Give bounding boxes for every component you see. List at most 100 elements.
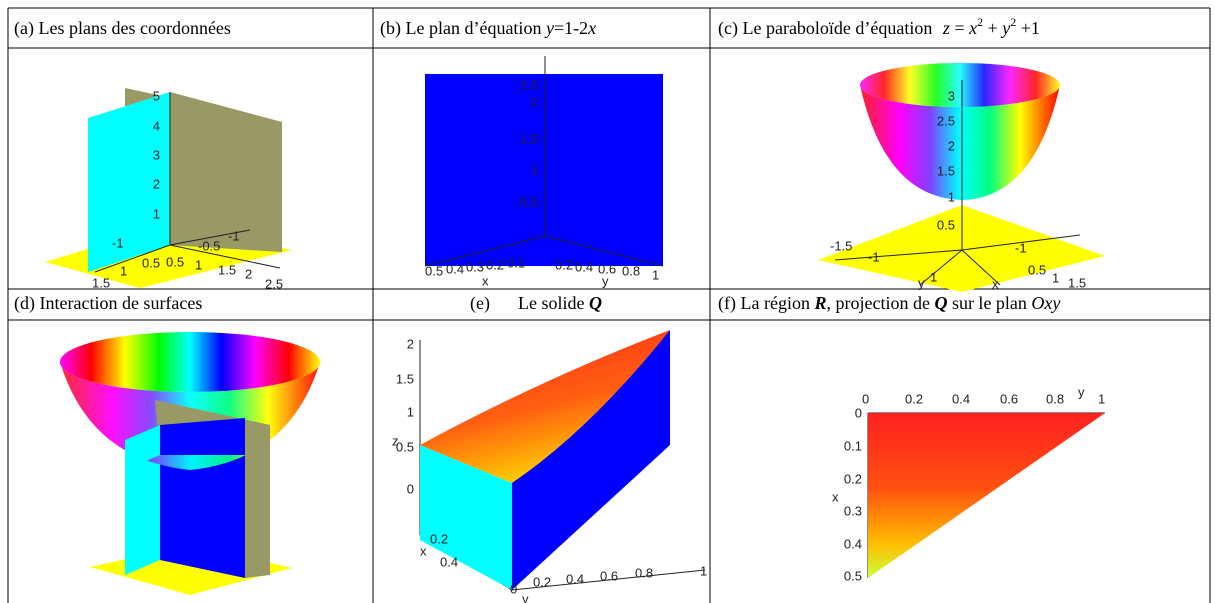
tick-label: 1 <box>700 563 707 578</box>
surface-inside <box>860 63 1060 107</box>
surface-inside <box>60 332 320 392</box>
caption: (c) Le paraboloïde d’équation z = x2 + y… <box>718 15 1040 39</box>
tick-label: 0.2 <box>430 531 448 546</box>
tick-label: 1.5 <box>92 275 110 290</box>
tick-label: -1 <box>112 235 124 250</box>
caption: (d) Interaction de surfaces <box>14 293 202 314</box>
tick-label: -1 <box>1015 240 1027 255</box>
caption-math: Q <box>589 293 602 313</box>
tick-label: 0.5 <box>844 568 862 583</box>
tick-label: 0.5 <box>142 255 160 270</box>
tick-label: y <box>1078 384 1085 399</box>
tick-label: 1.5 <box>396 371 414 386</box>
tick-label: 0.1 <box>844 438 862 453</box>
tick-label: 0.5 <box>425 263 443 278</box>
tick-label: 3 <box>153 147 160 162</box>
tick-label: 2 <box>245 266 252 281</box>
tick-label: -1.5 <box>830 238 852 253</box>
caption-math: =1-2 <box>554 18 588 38</box>
caption-text: (c) Le paraboloïde d’équation <box>718 18 937 39</box>
tick-label: 0 <box>855 405 862 420</box>
plot-f <box>867 412 1105 578</box>
tick-label: 0.5 <box>520 194 538 209</box>
tick-label: 0.2 <box>905 391 923 406</box>
caption-math: + <box>983 18 1002 38</box>
surface <box>860 85 1060 200</box>
tick-label: -1 <box>868 249 880 264</box>
plot-e <box>419 330 706 591</box>
tick-label: 0.5 <box>166 254 184 269</box>
tick-label: y <box>918 275 925 290</box>
tick-label: x <box>992 276 999 291</box>
caption-math: Oxy <box>1031 293 1060 313</box>
tick-label: -1 <box>228 228 240 243</box>
plane <box>125 425 160 470</box>
caption: (a) Les plans des coordonnées <box>14 18 231 39</box>
plane <box>160 418 245 455</box>
tick-label: 0.2 <box>533 574 551 589</box>
tick-label: y <box>522 591 529 603</box>
table-grid <box>7 7 1211 603</box>
caption-math: 2 <box>1010 15 1016 29</box>
plot-b <box>424 56 664 267</box>
caption-text: (b) Le plan d’équation <box>380 18 546 39</box>
tick-label: 2 <box>153 176 160 191</box>
tick-label: 0 <box>510 581 517 596</box>
tick-label: x <box>420 543 427 558</box>
caption-math: R <box>813 293 826 313</box>
tick-label: y <box>602 273 609 288</box>
tick-label: 1 <box>948 189 955 204</box>
tick-label: 0.8 <box>1046 391 1064 406</box>
tick-label: 1.5 <box>1068 275 1086 290</box>
tick-label: 2 <box>948 138 955 153</box>
plane <box>425 74 663 266</box>
tick-label: 0.5 <box>1028 262 1046 277</box>
tick-label: 1 <box>195 257 202 272</box>
axis <box>424 56 664 267</box>
tick-label: 0.3 <box>844 503 862 518</box>
tick-label: 4 <box>153 118 160 133</box>
tick-label: 0.6 <box>600 568 618 583</box>
tick-label: 1 <box>407 404 414 419</box>
tick-label: 0.4 <box>446 261 464 276</box>
axis <box>834 80 1081 286</box>
tick-label: 1 <box>153 206 160 221</box>
tick-label: 0.6 <box>598 261 616 276</box>
tick-label: 0.4 <box>566 571 584 586</box>
tick-label: 0.5 <box>937 217 955 232</box>
caption-math: y <box>1000 18 1010 38</box>
caption-math: = <box>950 18 969 38</box>
tick-label: 1 <box>531 162 538 177</box>
tick-label: 0.4 <box>575 259 593 274</box>
caption-math: +1 <box>1016 18 1040 38</box>
caption-math: 2 <box>977 15 983 29</box>
tick-label: 0.4 <box>844 536 862 551</box>
tick-label: z <box>392 433 399 448</box>
tick-label: 1 <box>120 263 127 278</box>
tick-label: 1 <box>930 269 937 284</box>
tick-label: 0.2 <box>844 471 862 486</box>
plot-c <box>818 63 1105 292</box>
tick-label: 1 <box>1052 270 1059 285</box>
tick-label: 2 <box>531 94 538 109</box>
tick-label: 2.5 <box>937 113 955 128</box>
tick-label: 0.5 <box>396 439 414 454</box>
region <box>868 413 1105 578</box>
tick-label: 0.8 <box>635 565 653 580</box>
tick-label: 0.6 <box>1000 391 1018 406</box>
face <box>420 445 512 590</box>
tick-label: 5 <box>153 88 160 103</box>
caption-math: Q <box>934 293 947 313</box>
tick-label: 3 <box>948 88 955 103</box>
tick-label: 0.2 <box>555 257 573 272</box>
tick-label: 2.5 <box>520 77 538 92</box>
tick-label: 2 <box>407 336 414 351</box>
tick-label: 0.4 <box>440 554 458 569</box>
caption-text: (f) La région <box>718 293 814 314</box>
caption-math: x <box>968 18 977 38</box>
caption-text: , projection de <box>826 293 934 313</box>
caption: (b) Le plan d’équation y=1-2x <box>380 18 596 39</box>
axis <box>94 92 281 273</box>
tick-label: x <box>832 489 839 504</box>
